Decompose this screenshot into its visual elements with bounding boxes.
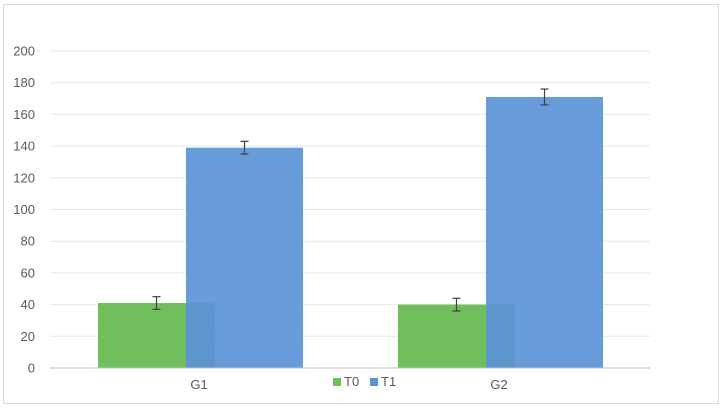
y-tick-label: 200 bbox=[13, 44, 35, 59]
y-tick-label: 160 bbox=[13, 107, 35, 122]
y-tick-label: 100 bbox=[13, 202, 35, 217]
legend-label: T0 bbox=[344, 374, 359, 389]
y-tick-label: 140 bbox=[13, 139, 35, 154]
legend-swatch bbox=[370, 378, 378, 386]
x-category-label: G1 bbox=[190, 377, 207, 392]
error-bars bbox=[152, 88, 549, 312]
legend: T0 T1 bbox=[333, 374, 396, 389]
legend-swatch bbox=[333, 378, 341, 386]
legend-label: T1 bbox=[381, 374, 396, 389]
legend-item-t1: T1 bbox=[370, 374, 396, 389]
y-tick-label: 120 bbox=[13, 170, 35, 185]
x-axis-categories: G1 G2 bbox=[190, 377, 507, 392]
bar-t1-g1 bbox=[186, 147, 303, 368]
error-bar-t1-g1 bbox=[240, 140, 249, 155]
y-tick-label: 40 bbox=[21, 297, 35, 312]
y-tick-label: 20 bbox=[21, 329, 35, 344]
y-tick-label: 0 bbox=[28, 361, 35, 376]
x-category-label: G2 bbox=[490, 377, 507, 392]
error-bar-t0-g2 bbox=[452, 297, 461, 312]
bar-t1-g2 bbox=[486, 96, 603, 368]
y-tick-label: 180 bbox=[13, 75, 35, 90]
y-tick-label: 80 bbox=[21, 234, 35, 249]
bars bbox=[98, 96, 603, 368]
error-bar-t0-g1 bbox=[152, 296, 161, 310]
y-axis-ticks: 0 20 40 60 80 100 120 140 160 180 200 bbox=[13, 44, 35, 376]
legend-item-t0: T0 bbox=[333, 374, 359, 389]
error-bar-t1-g2 bbox=[540, 88, 549, 106]
y-tick-label: 60 bbox=[21, 265, 35, 280]
